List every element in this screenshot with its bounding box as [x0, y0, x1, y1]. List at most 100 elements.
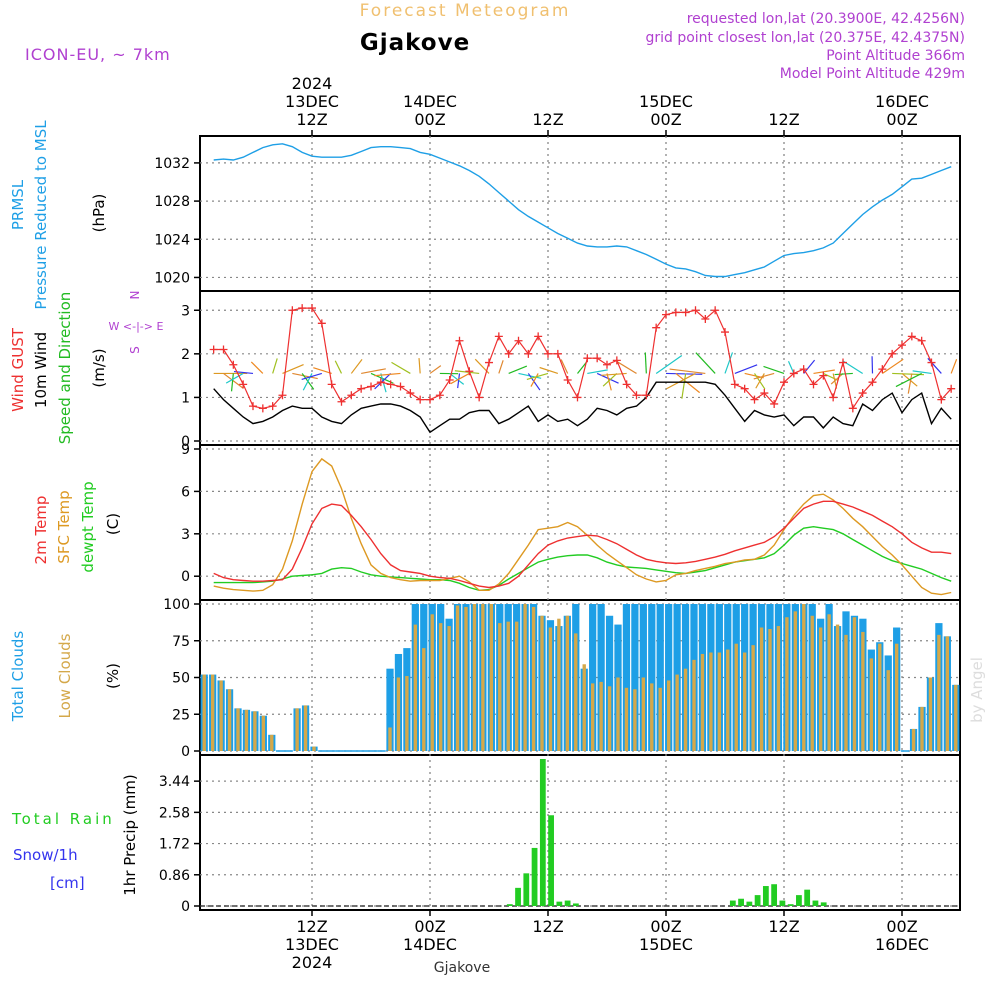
wind-gust-marker [327, 380, 336, 389]
low-cloud-bar [937, 634, 941, 751]
pressure-ytick-label: 1032 [154, 156, 190, 172]
watermark: by Angel [968, 657, 986, 723]
low-cloud-bar [861, 631, 865, 751]
wind-direction-arrow [391, 361, 411, 374]
wind-direction-arrow [823, 372, 839, 381]
low-cloud-bar [590, 683, 595, 751]
wind-gust-marker [770, 399, 779, 408]
wind-gust-marker [563, 375, 572, 384]
rain-bar [539, 759, 546, 906]
bottom-time-label: 2024 [292, 953, 333, 972]
top-time-label: 16DEC [875, 92, 929, 111]
pressure-ytick-label: 1020 [154, 270, 190, 286]
wind-gust-marker [435, 391, 444, 400]
wind-direction-arrow [695, 352, 716, 374]
wind-direction-arrow [530, 373, 539, 387]
temp-label-sfc: SFC Temp [55, 490, 73, 563]
wind-gust-marker [721, 328, 729, 337]
low-cloud-bar [802, 604, 806, 751]
low-cloud-bar [920, 706, 924, 751]
wind-gust-marker [445, 375, 454, 384]
bottom-time-label: 16DEC [875, 935, 929, 954]
top-time-label: 13DEC [285, 92, 339, 111]
wind-gust-marker [780, 378, 788, 387]
wind-direction-arrow [498, 360, 504, 374]
wind-direction-arrow [429, 365, 442, 374]
wind-compass-s: S [128, 346, 142, 354]
low-cloud-bar [878, 643, 882, 751]
plot-area [200, 143, 960, 907]
low-cloud-bar [717, 652, 722, 751]
wind-gust-marker [504, 349, 513, 358]
top-time-label: 00Z [414, 110, 445, 129]
low-cloud-bar [852, 617, 857, 751]
top-time-label: 00Z [650, 110, 681, 129]
header-info-requested: requested lon,lat (20.3900E, 42.4256N) [687, 11, 965, 27]
top-time-label: 14DEC [403, 92, 457, 111]
wind-direction-arrow [449, 372, 465, 385]
low-cloud-bar [565, 615, 570, 751]
wind-gust-marker [829, 393, 838, 402]
wind-direction-arrow [606, 373, 612, 391]
low-cloud-bar [396, 677, 401, 751]
wind-ytick-label: 0 [181, 434, 190, 450]
header-info-gridpoint: grid point closest lon,lat (20.375E, 42.… [645, 30, 965, 46]
low-cloud-bar [261, 715, 266, 751]
low-cloud-bar [447, 626, 451, 751]
panel-frames [199, 135, 961, 911]
low-cloud-bar [295, 708, 299, 751]
wind-direction-arrow [361, 368, 386, 375]
wind-gust-marker [760, 389, 769, 398]
low-cloud-bar [582, 664, 586, 751]
wind-gust-marker [593, 354, 602, 363]
rain-bar [746, 901, 753, 906]
rain-bar [754, 895, 761, 906]
top-time-label: 00Z [886, 110, 917, 129]
wind-direction-arrow [724, 352, 734, 374]
wind-gust-marker [268, 402, 277, 411]
wind-gust-marker [671, 308, 680, 317]
wind-gust-marker [534, 332, 543, 341]
low-cloud-bar [768, 628, 772, 751]
wind-direction-arrow [602, 373, 618, 387]
low-cloud-bar [388, 727, 392, 751]
bottom-time-label: 00Z [650, 917, 681, 936]
total-cloud-bar [589, 604, 597, 751]
wind-gust-marker [229, 360, 238, 369]
low-cloud-bar [489, 604, 494, 751]
wind-gust-marker [652, 323, 661, 332]
wind-direction-arrow [907, 373, 913, 394]
wind-direction-arrow [681, 373, 687, 399]
low-cloud-bar [751, 645, 755, 751]
top-time-label: 15DEC [639, 92, 693, 111]
wind-gust-marker [426, 395, 434, 404]
low-cloud-bar [785, 617, 789, 751]
wind-direction-arrow [454, 370, 480, 375]
wind-gust-marker [937, 395, 946, 404]
low-cloud-bar [253, 711, 257, 751]
wind-direction-arrow [539, 366, 559, 375]
low-cloud-bar [616, 677, 620, 751]
low-cloud-bar [650, 683, 654, 751]
wind-gust-marker [553, 349, 562, 358]
precip-label: Total Rain Snow/1h [cm] 1hr Precip (mm) [11, 774, 139, 895]
rain-bar [506, 904, 513, 906]
clouds-ytick-label: 75 [172, 634, 190, 650]
wind-gust-marker [386, 380, 395, 389]
wind-direction-arrow [644, 352, 647, 374]
wind-gust-marker [868, 378, 877, 387]
precip-ytick-label: 1.72 [159, 837, 190, 853]
header-subtitle: Forecast Meteogram [360, 1, 571, 21]
rain-bar [771, 884, 778, 906]
wind-direction-arrow [282, 364, 304, 375]
low-cloud-bar [557, 618, 561, 751]
low-cloud-bar [633, 689, 637, 751]
temp-ytick-label: 9 [181, 442, 190, 458]
wind-label-10m: 10m Wind [32, 332, 50, 408]
low-cloud-bar [658, 687, 662, 751]
pressure-ytick-label: 1028 [154, 194, 190, 210]
temp-label: 2m Temp SFC Temp dewpt Temp (C) [32, 481, 122, 572]
wind-gust-marker [789, 369, 798, 378]
wind-gust-marker [485, 358, 493, 367]
